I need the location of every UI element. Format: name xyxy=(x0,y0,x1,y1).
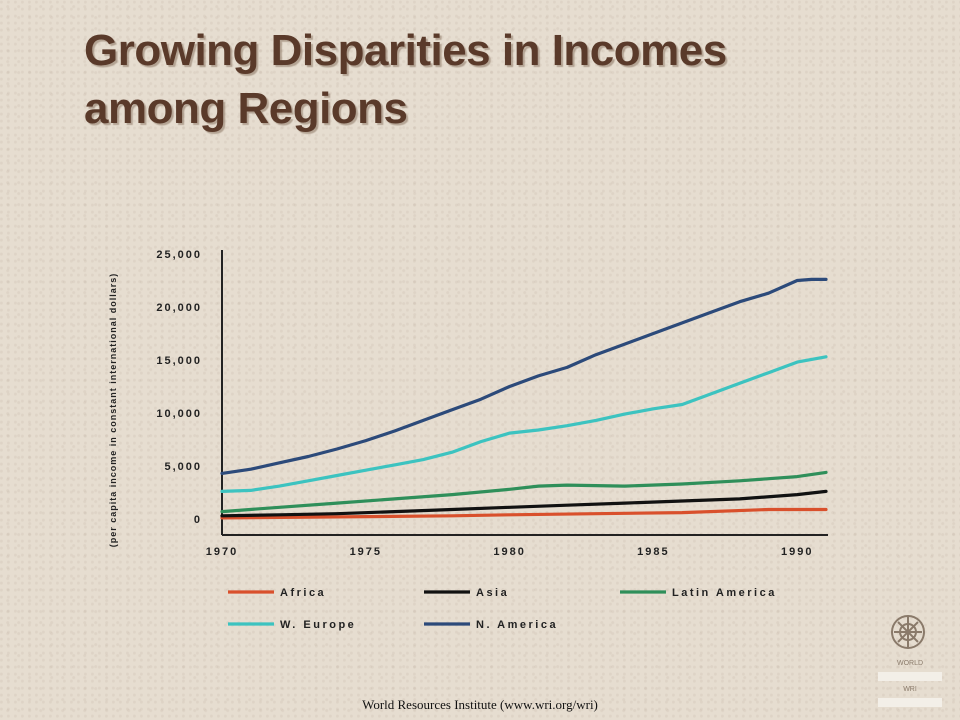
chart-legend: Africa Asia Latin America W. Europe N. Ameri… xyxy=(228,587,777,631)
legend-label-africa: Africa xyxy=(280,587,326,599)
x-tick-label: 1990 xyxy=(781,546,813,558)
slide-title: Growing Disparities in Incomes among Reg… xyxy=(84,22,844,138)
y-tick-label: 0 xyxy=(194,514,202,526)
chart-axes xyxy=(221,250,828,536)
y-tick-label: 10,000 xyxy=(156,408,202,420)
x-tick-label: 1985 xyxy=(637,546,669,558)
series-line-n-america xyxy=(220,277,828,475)
x-tick-label: 1970 xyxy=(206,546,238,558)
legend-label-n-america: N. America xyxy=(476,619,558,631)
y-axis-ticks: 0 5,000 10,000 15,000 20,000 25,000 xyxy=(156,249,202,526)
logo-bar xyxy=(878,672,942,681)
series-line-asia xyxy=(220,489,828,518)
y-tick-label: 20,000 xyxy=(156,302,202,314)
legend-label-asia: Asia xyxy=(476,587,509,599)
x-tick-label: 1975 xyxy=(350,546,382,558)
logo-bar-lower xyxy=(878,698,942,707)
globe-emblem-icon xyxy=(891,615,925,649)
y-tick-label: 25,000 xyxy=(156,249,202,261)
series-lines xyxy=(220,277,828,520)
logo-text-bottom: WRI xyxy=(903,686,917,693)
wri-logo: WORLD WRI xyxy=(878,608,942,712)
source-caption: World Resources Institute (www.wri.org/w… xyxy=(362,697,598,712)
logo-text-top: WORLD xyxy=(896,660,924,667)
legend-label-w-europe: W. Europe xyxy=(280,619,356,631)
x-axis-ticks: 1970 1975 1980 1985 1990 xyxy=(206,546,813,558)
slide-title-line2: among Regions xyxy=(84,84,408,133)
slide-title-line1: Growing Disparities in Incomes xyxy=(84,26,727,75)
x-tick-label: 1980 xyxy=(493,546,525,558)
series-line-africa xyxy=(220,507,828,520)
series-line-latin-america xyxy=(220,470,828,514)
y-axis-label: (per capita income in constant internati… xyxy=(108,273,118,548)
series-line-w-europe xyxy=(220,355,828,493)
y-tick-label: 5,000 xyxy=(164,461,202,473)
y-tick-label: 15,000 xyxy=(156,355,202,367)
legend-label-latin-america: Latin America xyxy=(672,587,777,599)
